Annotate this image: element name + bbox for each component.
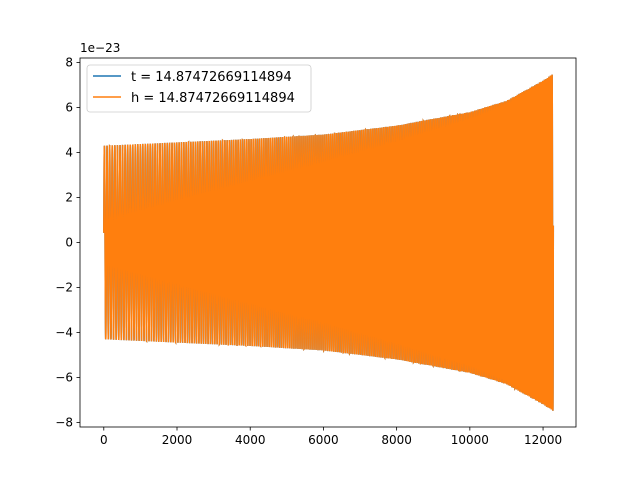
x-tick-label: 0 xyxy=(100,433,108,447)
series-line-2 xyxy=(103,74,555,411)
ticks: 0 2000 4000 6000 8000 10000 12000 −8 −6 −4 −2 0 2 4 6 8 xyxy=(55,56,562,448)
y-tick-label: −8 xyxy=(55,416,73,430)
y-tick-label: −2 xyxy=(55,281,73,295)
legend-label: h = 14.87472669114894 xyxy=(131,91,295,106)
legend-box xyxy=(86,64,312,113)
x-tick-label: 2000 xyxy=(162,433,193,447)
y-tick-label: 2 xyxy=(65,191,73,205)
y-tick-label: −4 xyxy=(55,326,73,340)
y-tick-label: 4 xyxy=(65,146,73,160)
x-tick-label: 4000 xyxy=(235,433,266,447)
y-tick-label: 8 xyxy=(65,56,73,70)
legend-label: t = 14.87472669114894 xyxy=(131,70,292,85)
y-offset-label: 1e−23 xyxy=(80,41,120,55)
x-tick-label: 10000 xyxy=(451,433,489,447)
x-tick-label: 8000 xyxy=(381,433,412,447)
x-tick-label: 6000 xyxy=(308,433,339,447)
y-tick-label: −6 xyxy=(55,371,73,385)
plot-area xyxy=(103,74,555,411)
legend: t = 14.87472669114894 h = 14.874726691148… xyxy=(86,64,312,113)
x-tick-label: 12000 xyxy=(524,433,562,447)
y-tick-label: 0 xyxy=(65,236,73,250)
y-tick-label: 6 xyxy=(65,101,73,115)
